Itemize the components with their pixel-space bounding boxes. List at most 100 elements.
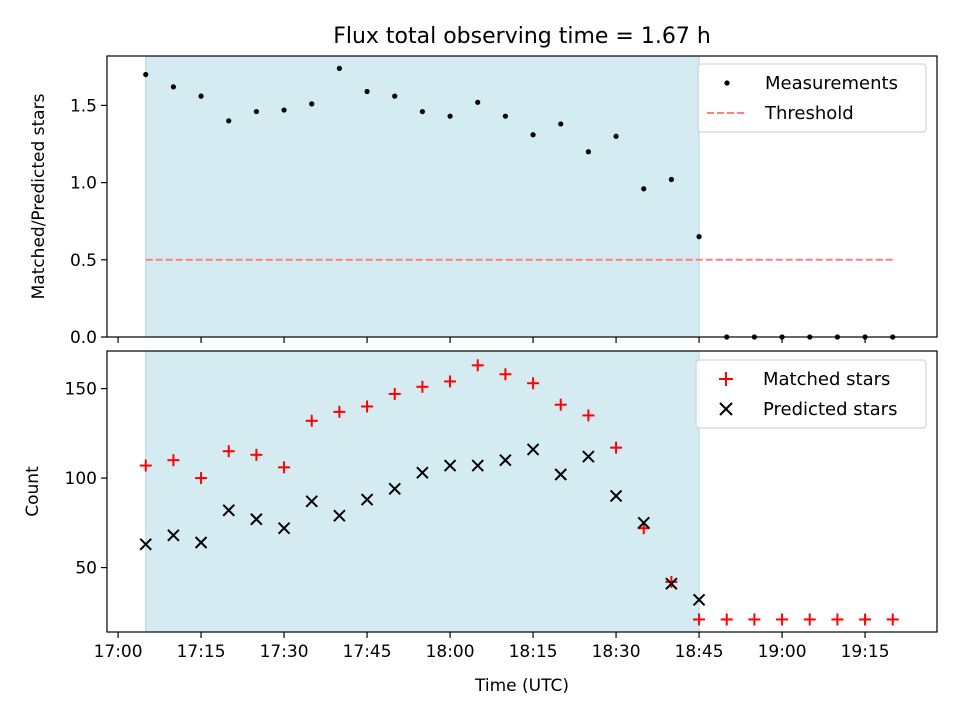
matched-star-point [195,472,208,485]
y-tick-label: 100 [65,469,97,489]
measurement-point [585,149,592,155]
matched-star-point [167,454,180,467]
matched-star-point [803,613,816,626]
matched-star-point [499,368,512,381]
bottom-legend-box [695,359,927,429]
predicted-star-point [582,450,595,463]
matched-star-point [610,441,623,454]
predicted-star-point [471,459,484,472]
bottom-legend: Matched stars Predicted stars [695,359,927,429]
x-tick-label: 18:45 [675,642,724,662]
predicted-star-point [416,466,429,479]
x-tick-label: 19:15 [841,642,890,662]
measurement-point [668,176,675,183]
predicted-star-point [637,516,650,530]
predicted-star-point [360,493,374,506]
y-tick-label: 150 [65,380,97,400]
bottom-plot-frame [106,350,938,633]
measurement-point [143,71,149,78]
legend-threshold-label: Threshold [764,103,854,124]
matched-star-point [582,409,595,422]
measurement-point [392,93,398,99]
measurement-point [641,186,647,192]
x-tick-label: 18:30 [592,642,641,662]
predicted-star-point [250,513,263,526]
x-axis-label: Time (UTC) [474,676,569,696]
top-y-ticks: 0.0 0.5 1.0 1.5 [70,96,107,348]
top-shaded-span [145,55,700,338]
y-tick-label: 50 [75,559,97,579]
measurement-point [475,99,481,105]
chart-title: Flux total observing time = 1.67 h [333,24,711,49]
measurement-point [419,108,425,115]
matched-star-point [693,613,706,626]
measurement-point [198,93,204,99]
measurement-point [309,101,315,107]
legend-predicted-marker [719,402,733,416]
top-x-ticks [117,337,866,343]
y-tick-label: 1.5 [70,96,97,116]
predicted-star-point [692,593,706,606]
y-tick-label: 1.0 [70,174,97,194]
measurement-point [613,133,619,139]
legend-measurements-marker [724,80,730,86]
matched-star-point [886,613,899,626]
bottom-y-ticks: 50 100 150 [65,380,107,579]
measurement-point [696,234,702,240]
legend-measurements-label: Measurements [765,73,898,94]
top-legend: Measurements Threshold [697,63,927,133]
predicted-stars-points [139,443,706,606]
measurement-point [530,132,536,138]
predicted-star-point [609,489,623,503]
predicted-star-point [333,509,346,522]
matched-star-point [720,613,733,626]
x-tick-label: 18:15 [509,642,558,662]
predicted-star-point [554,468,567,481]
matched-star-point [471,359,484,372]
legend-predicted-label: Predicted stars [763,399,897,420]
measurement-point [253,108,259,115]
x-tick-label: 17:45 [343,642,392,662]
matched-star-point [527,377,540,390]
measurement-point [336,65,342,71]
matched-star-point [776,613,789,626]
top-y-axis-label: Matched/Predicted stars [29,93,49,299]
matched-star-point [388,387,401,400]
matched-star-point [250,448,263,461]
matched-star-point [444,375,457,388]
y-tick-label: 0.0 [70,328,97,348]
predicted-star-point [194,536,208,549]
matched-star-point [748,613,761,626]
predicted-star-point [167,529,180,542]
x-tick-label: 17:30 [260,642,309,662]
matched-star-point [831,613,844,626]
legend-matched-label: Matched stars [763,369,890,390]
measurement-point [502,113,508,119]
matched-star-point [554,398,567,411]
measurement-point [558,121,564,127]
matched-star-point [665,575,678,588]
matched-star-point [305,414,318,427]
matched-star-point [361,400,374,413]
matched-star-point [139,459,152,472]
predicted-star-point [277,521,291,535]
measurement-point [447,113,453,119]
matched-star-point [416,380,429,393]
bottom-shaded-span [145,350,700,633]
measurement-point [170,84,176,90]
predicted-star-point [222,504,235,517]
top-plot-frame [106,55,938,338]
matched-star-point [222,445,235,458]
top-panel: 0.0 0.5 1.0 1.5 Matched/Predicted stars Mea… [29,55,938,348]
x-tick-label: 19:00 [758,642,807,662]
predicted-star-point [665,577,678,590]
predicted-star-point [305,495,318,508]
matched-star-point [278,461,291,474]
bottom-y-axis-label: Count [23,466,43,517]
top-legend-box [697,63,927,133]
y-tick-label: 0.5 [70,251,97,271]
x-tick-label: 18:00 [426,642,475,662]
measurement-point [226,118,232,124]
